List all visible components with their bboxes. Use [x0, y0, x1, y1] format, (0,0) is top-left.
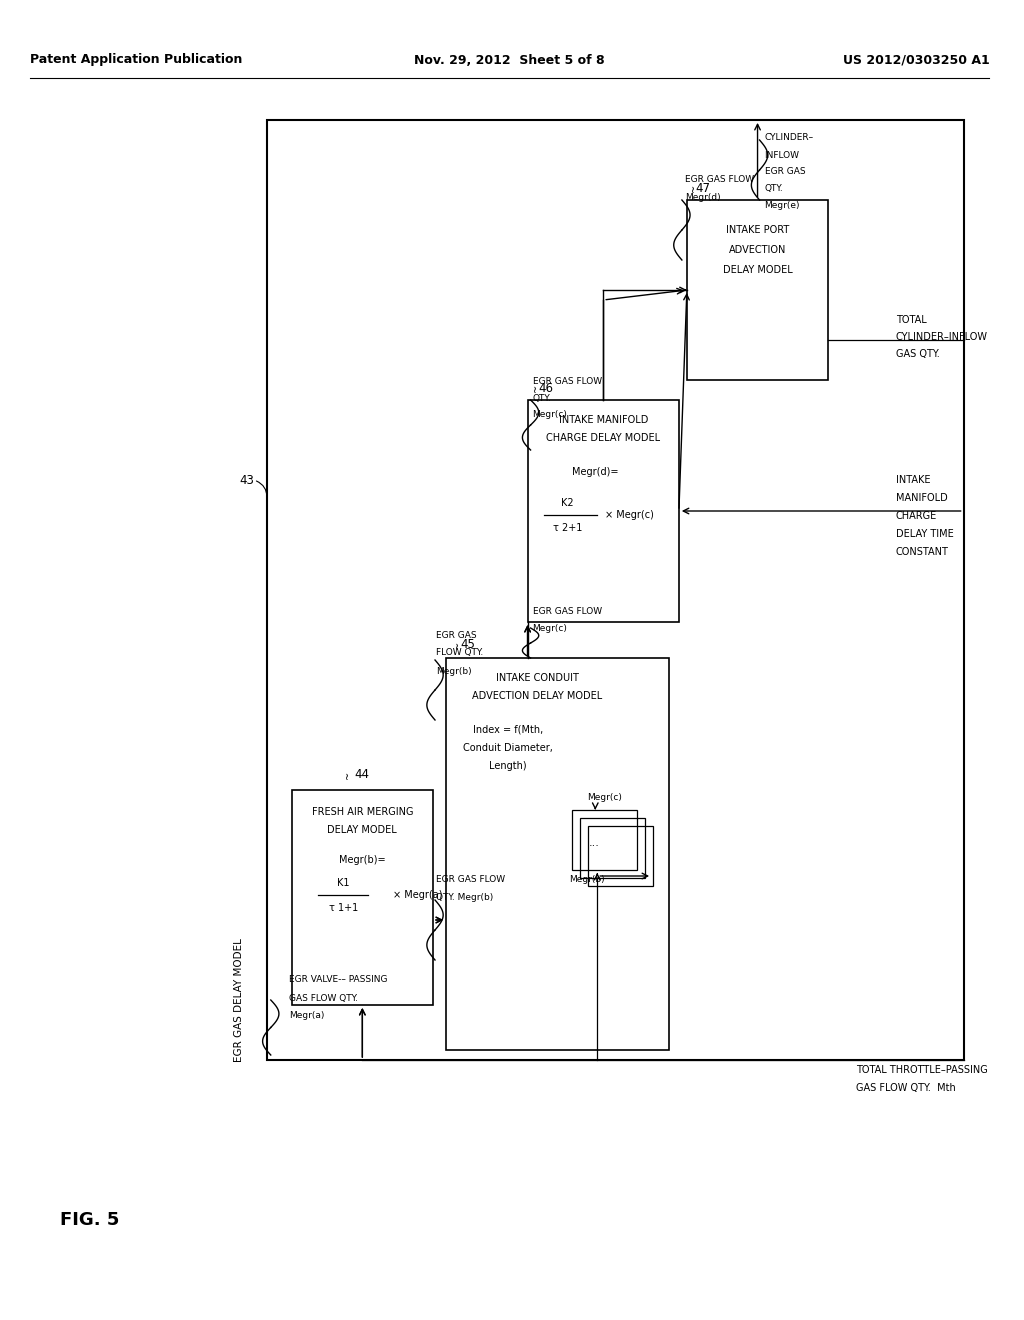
Text: EGR VALVE-– PASSING: EGR VALVE-– PASSING	[289, 975, 387, 985]
Text: INTAKE: INTAKE	[896, 475, 931, 484]
Bar	[572, 810, 637, 870]
Text: 45: 45	[461, 639, 475, 652]
Bar	[267, 120, 964, 1060]
Bar	[687, 201, 828, 380]
Text: Index = f(Mth,: Index = f(Mth,	[472, 725, 543, 735]
Text: FRESH AIR MERGING: FRESH AIR MERGING	[311, 807, 413, 817]
Bar	[292, 789, 433, 1005]
Text: EGR GAS: EGR GAS	[436, 631, 476, 639]
Text: DELAY MODEL: DELAY MODEL	[328, 825, 397, 836]
Text: ...: ...	[589, 838, 600, 847]
Text: EGR GAS FLOW: EGR GAS FLOW	[532, 607, 602, 616]
Text: QTY.: QTY.	[532, 393, 551, 403]
Text: GAS FLOW QTY.: GAS FLOW QTY.	[289, 994, 357, 1002]
Text: Length): Length)	[488, 762, 526, 771]
Text: Megr(b): Megr(b)	[569, 875, 605, 884]
Text: FLOW QTY.: FLOW QTY.	[436, 648, 483, 657]
Text: Megr(d): Megr(d)	[685, 194, 721, 202]
Text: Conduit Diameter,: Conduit Diameter,	[463, 743, 553, 752]
Text: MANIFOLD: MANIFOLD	[896, 492, 947, 503]
Text: ~: ~	[343, 771, 353, 779]
Text: Megr(e): Megr(e)	[765, 202, 800, 210]
Text: 43: 43	[240, 474, 254, 487]
Text: Nov. 29, 2012  Sheet 5 of 8: Nov. 29, 2012 Sheet 5 of 8	[415, 54, 605, 66]
Text: QTY.: QTY.	[765, 185, 783, 194]
Text: τ 1+1: τ 1+1	[329, 903, 358, 913]
Text: QTY. Megr(b): QTY. Megr(b)	[436, 894, 494, 903]
Text: CYLINDER–INFLOW: CYLINDER–INFLOW	[896, 333, 988, 342]
Text: DELAY TIME: DELAY TIME	[896, 529, 953, 539]
Text: INTAKE CONDUIT: INTAKE CONDUIT	[496, 673, 579, 682]
Text: ~: ~	[530, 384, 541, 392]
Text: Patent Application Publication: Patent Application Publication	[30, 54, 243, 66]
Text: K2: K2	[561, 498, 573, 508]
Text: INTAKE MANIFOLD: INTAKE MANIFOLD	[558, 414, 648, 425]
Text: Megr(b): Megr(b)	[436, 667, 472, 676]
Text: TOTAL THROTTLE–PASSING: TOTAL THROTTLE–PASSING	[856, 1065, 988, 1074]
Text: FIG. 5: FIG. 5	[59, 1210, 119, 1229]
Text: GAS QTY.: GAS QTY.	[896, 348, 940, 359]
Text: EGR GAS DELAY MODEL: EGR GAS DELAY MODEL	[233, 939, 244, 1061]
Text: CYLINDER–: CYLINDER–	[765, 133, 814, 143]
Text: CONSTANT: CONSTANT	[896, 546, 949, 557]
Bar	[446, 657, 669, 1049]
Text: × Megr(c): × Megr(c)	[605, 510, 654, 520]
Text: 47: 47	[695, 181, 711, 194]
Text: US 2012/0303250 A1: US 2012/0303250 A1	[843, 54, 989, 66]
Text: INTAKE PORT: INTAKE PORT	[726, 224, 790, 235]
Text: Megr(c): Megr(c)	[532, 623, 567, 632]
Text: 44: 44	[355, 768, 370, 781]
Text: GAS FLOW QTY.  Mth: GAS FLOW QTY. Mth	[856, 1082, 955, 1093]
Bar	[589, 826, 653, 886]
Text: TOTAL: TOTAL	[896, 315, 927, 325]
Text: τ 2+1: τ 2+1	[553, 523, 582, 533]
Text: K1: K1	[337, 878, 349, 888]
Text: Megr(c): Megr(c)	[588, 793, 623, 803]
Text: DELAY MODEL: DELAY MODEL	[723, 265, 793, 275]
Text: ~: ~	[453, 642, 463, 649]
Text: 46: 46	[538, 381, 553, 395]
Text: ADVECTION: ADVECTION	[729, 246, 786, 255]
Text: ~: ~	[689, 183, 698, 193]
Text: × Megr(a): × Megr(a)	[393, 890, 442, 900]
Bar	[527, 400, 679, 622]
Text: Megr(d)=: Megr(d)=	[572, 467, 618, 477]
Bar	[581, 818, 645, 878]
Text: EGR GAS FLOW: EGR GAS FLOW	[685, 176, 754, 185]
Text: Megr(b)=: Megr(b)=	[339, 855, 386, 865]
Text: EGR GAS FLOW: EGR GAS FLOW	[436, 875, 505, 884]
Text: CHARGE: CHARGE	[896, 511, 937, 521]
Text: INFLOW: INFLOW	[765, 150, 800, 160]
Text: CHARGE DELAY MODEL: CHARGE DELAY MODEL	[546, 433, 660, 444]
Text: EGR GAS: EGR GAS	[765, 168, 805, 177]
Text: ADVECTION DELAY MODEL: ADVECTION DELAY MODEL	[472, 690, 603, 701]
Text: EGR GAS FLOW: EGR GAS FLOW	[532, 378, 602, 387]
Text: Megr(c): Megr(c)	[532, 409, 567, 418]
Text: Megr(a): Megr(a)	[289, 1011, 324, 1020]
